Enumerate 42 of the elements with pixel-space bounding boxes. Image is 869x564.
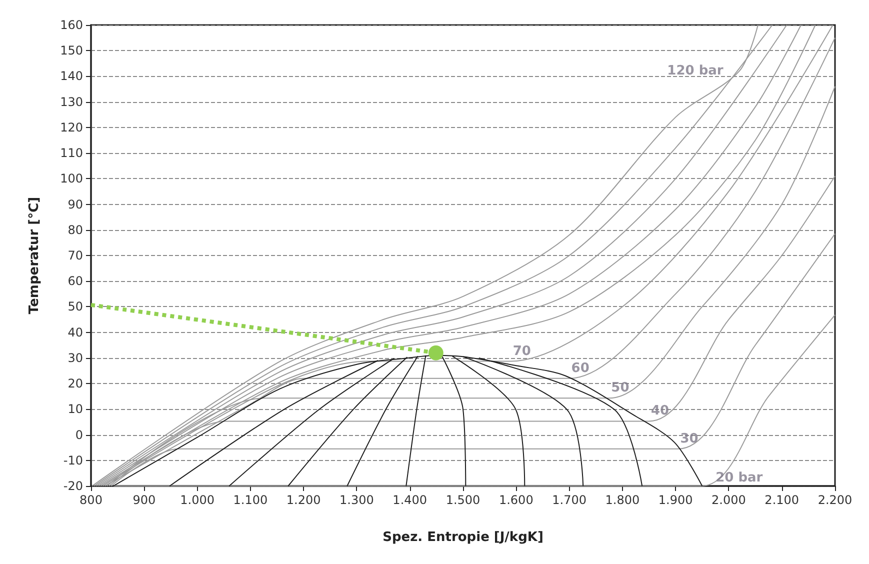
y-tick-label: 140 xyxy=(60,69,83,84)
annotation: 50 xyxy=(611,380,630,396)
y-tick-label: 160 xyxy=(60,18,83,32)
y-tick-label: 130 xyxy=(60,94,83,109)
x-tick-label: 800 xyxy=(80,493,102,507)
y-tick-label: 60 xyxy=(68,274,83,288)
y-tick-label: 100 xyxy=(60,172,83,186)
y-tick-label: -20 xyxy=(63,479,83,493)
annotation: 60 xyxy=(571,360,590,376)
x-tick-label: 1.100 xyxy=(233,493,268,507)
x-tick-label: 1.300 xyxy=(340,493,374,507)
y-tick-label: 70 xyxy=(68,248,83,262)
y-tick-label: 50 xyxy=(68,300,83,314)
y-axis-title: Temperatur [°C] xyxy=(27,196,42,314)
x-tick-label: 2.200 xyxy=(818,493,852,507)
x-tick-label: 1.700 xyxy=(552,493,586,507)
y-tick-label: 40 xyxy=(68,325,83,340)
x-tick-label: 1.400 xyxy=(392,493,428,507)
x-axis-title: Spez. Entropie [J/kgK] xyxy=(382,530,544,545)
y-tick-label: 30 xyxy=(68,350,83,365)
x-tick-label: 1.600 xyxy=(498,493,534,507)
annotation: 70 xyxy=(512,344,531,359)
annotation: 30 xyxy=(680,431,698,446)
y-tick-label: 120 xyxy=(60,120,83,134)
x-tick-label: 1.800 xyxy=(605,493,640,507)
y-tick-label: -10 xyxy=(63,453,83,468)
x-tick-label: 1.200 xyxy=(286,493,321,507)
x-tick-label: 2.100 xyxy=(764,493,800,507)
y-tick-label: 90 xyxy=(68,197,83,212)
x-tick-label: 1.000 xyxy=(180,493,214,507)
x-tick-label: 2.000 xyxy=(712,493,746,507)
annotation: 20 bar xyxy=(716,470,764,486)
y-tick-label: 110 xyxy=(60,146,83,160)
y-tick-label: 150 xyxy=(60,44,83,58)
x-tick-label: 1.900 xyxy=(658,493,693,507)
y-tick-label: 80 xyxy=(68,222,83,237)
x-tick-label: 900 xyxy=(132,493,156,507)
y-tick-label: 10 xyxy=(68,402,83,416)
x-tick-label: 1.500 xyxy=(446,493,480,507)
y-tick-label: 20 xyxy=(68,376,83,391)
annotation: 120 bar xyxy=(667,64,724,79)
y-tick-label: 0 xyxy=(75,428,83,442)
